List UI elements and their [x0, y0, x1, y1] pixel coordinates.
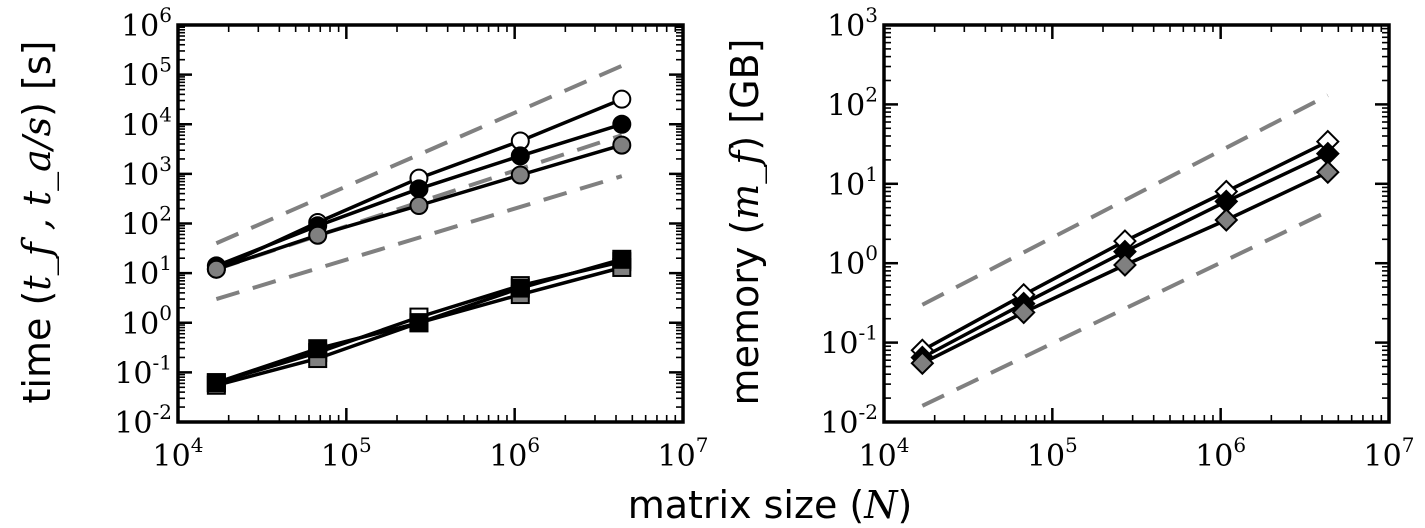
y-tick-label: 105 — [121, 53, 172, 94]
y-tick-label: 10-2 — [820, 400, 878, 441]
y-tick-label: 106 — [121, 3, 172, 44]
time-panel: 104 105 106 107 10-2 10-1 100 101 102 103 104 105 10… — [114, 3, 708, 474]
square-marker — [409, 313, 429, 333]
y-tick-label: 100 — [827, 241, 878, 282]
y-tick-label: 103 — [121, 152, 172, 193]
y-tick-label: 103 — [827, 3, 878, 44]
y-tick-label: 102 — [827, 82, 878, 123]
x-tick-label: 107 — [658, 433, 709, 474]
x-tick-label: 104 — [153, 433, 204, 474]
y-tick-label: 10-1 — [114, 350, 172, 391]
square-marker — [510, 278, 530, 298]
reference-line — [921, 93, 1329, 307]
y-tick-label: 10-2 — [114, 400, 172, 441]
y-tick-label: 104 — [121, 102, 172, 143]
x-tick-label: 106 — [489, 433, 540, 474]
x-tick-label: 107 — [1364, 433, 1415, 474]
axes-frame — [882, 23, 1391, 424]
diamond-marker — [910, 351, 935, 376]
diamond-marker — [1315, 160, 1340, 185]
y-tick-label: 10-1 — [820, 321, 878, 362]
circle-marker — [612, 135, 632, 155]
circle-marker — [510, 146, 530, 166]
circle-marker — [510, 165, 530, 185]
x-axis-label: matrix size (N) — [628, 483, 913, 527]
y-tick-label: 101 — [827, 162, 878, 203]
x-tick-label: 106 — [1195, 433, 1246, 474]
circle-marker — [409, 179, 429, 199]
diamond-marker — [1214, 208, 1239, 232]
memory-y-axis-label: memory (m_f) [GB] — [723, 39, 768, 406]
y-tick-label: 102 — [121, 202, 172, 243]
square-marker — [308, 339, 328, 359]
time-y-axis-label: time (t_f , t_a/s) [s] — [15, 41, 60, 404]
reference-line — [215, 174, 623, 301]
square-marker — [612, 249, 632, 269]
circle-marker — [612, 114, 632, 134]
diamond-marker — [1011, 300, 1036, 325]
square-marker — [206, 373, 226, 393]
x-tick-label: 105 — [1027, 433, 1078, 474]
x-tick-label: 105 — [321, 433, 372, 474]
diamond-marker — [1113, 253, 1137, 277]
y-tick-label: 101 — [121, 251, 172, 292]
circle-marker — [409, 196, 429, 216]
circle-marker — [308, 225, 328, 245]
x-tick-label: 104 — [859, 433, 910, 474]
y-tick-label: 100 — [121, 301, 172, 342]
circle-marker — [612, 89, 632, 109]
memory-panel: 104 105 106 107 10-2 10-1 100 101 102 103 — [820, 3, 1414, 474]
circle-marker — [206, 259, 226, 279]
axes-frame — [176, 23, 685, 424]
